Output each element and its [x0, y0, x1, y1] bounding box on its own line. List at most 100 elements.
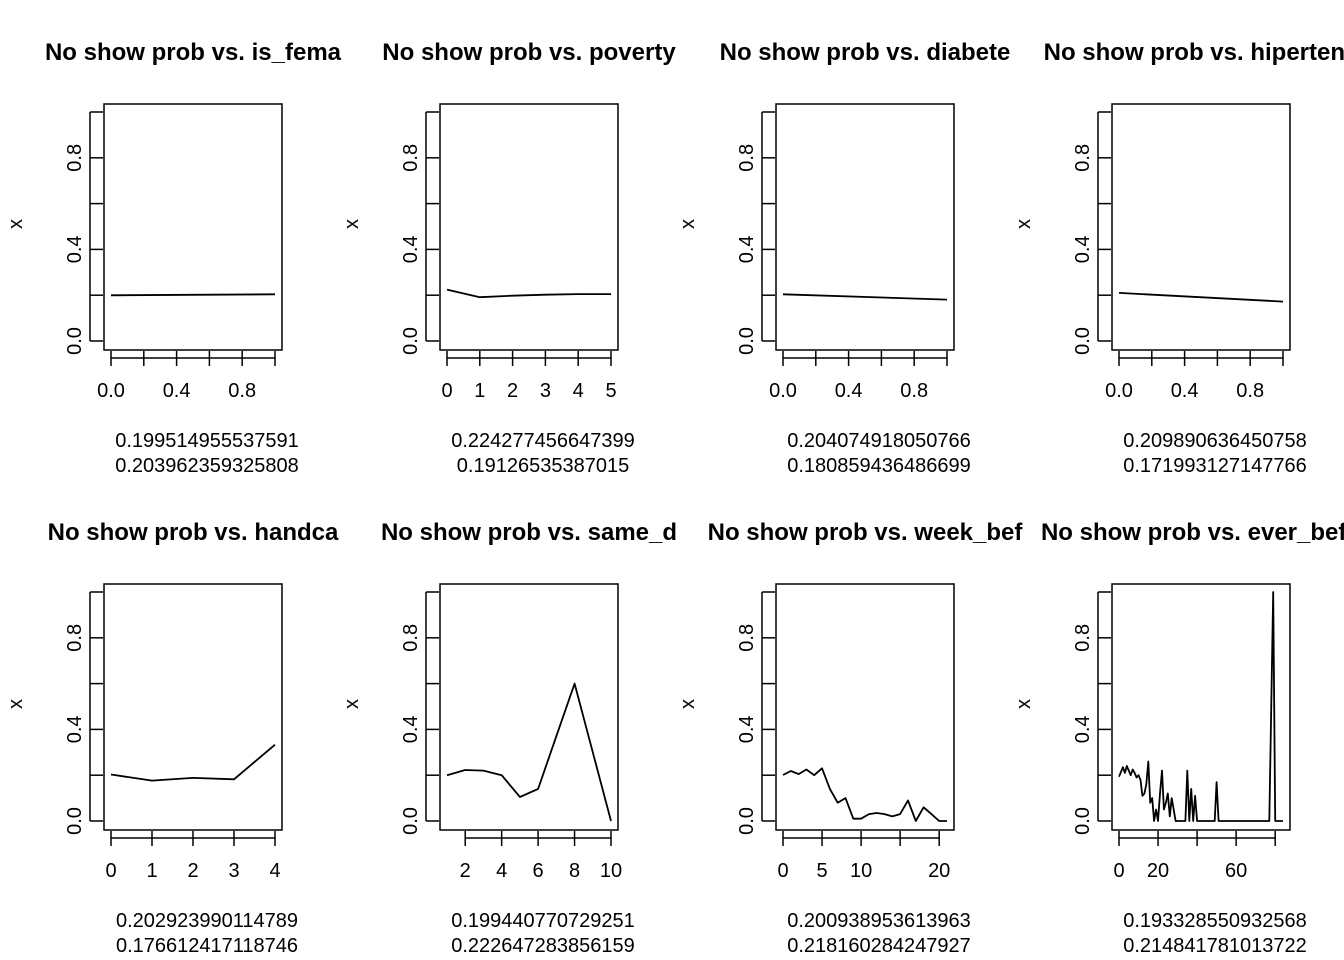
x-tick-label: 60 — [1225, 860, 1247, 882]
y-tick-label: 0.0 — [400, 327, 422, 355]
footer-value: 0.224277456647399 — [451, 430, 635, 452]
y-tick-label: 0.0 — [736, 807, 758, 835]
panel-3: No show prob vs. diabete 0.0 0.4 0.8 x 0.0 0.4… — [677, 39, 1010, 477]
y-axis-label: x — [5, 699, 27, 709]
series-line — [446, 682, 612, 822]
x-tick-label: 0.8 — [228, 380, 256, 402]
footer-value: 0.171993127147766 — [1123, 455, 1307, 477]
y-tick-label: 0.8 — [1072, 144, 1094, 172]
x-tick-label: 0 — [777, 860, 788, 882]
x-tick-label: 5 — [816, 860, 827, 882]
footer-value: 0.218160284247927 — [787, 935, 971, 957]
y-axis-label: x — [677, 699, 699, 709]
plot-frame — [775, 103, 955, 351]
series-line — [110, 293, 276, 297]
y-tick-label: 0.4 — [1072, 715, 1094, 743]
y-tick-label: 0.0 — [1072, 327, 1094, 355]
y-axis-label: x — [5, 219, 27, 229]
footer-value: 0.180859436486699 — [787, 455, 971, 477]
x-tick-label: 2 — [187, 860, 198, 882]
x-tick-label: 0 — [105, 860, 116, 882]
panel-4: No show prob vs. hipertens 0.0 0.4 0.8 x 0.0 0… — [1013, 39, 1344, 477]
footer-value: 0.209890636450758 — [1123, 430, 1307, 452]
y-tick-label: 0.8 — [736, 144, 758, 172]
y-axis-label: x — [677, 219, 699, 229]
plot-frame — [103, 103, 283, 351]
y-axis-label: x — [341, 219, 363, 229]
x-tick-label: 0 — [441, 380, 452, 402]
y-tick-label: 0.8 — [1072, 624, 1094, 652]
y-tick-label: 0.0 — [64, 807, 86, 835]
footer-value: 0.202923990114789 — [116, 910, 298, 932]
footer-value: 0.200938953613963 — [787, 910, 971, 932]
y-tick-label: 0.8 — [400, 624, 422, 652]
panel-title: No show prob vs. handca — [48, 519, 339, 546]
y-tick-label: 0.0 — [400, 807, 422, 835]
panel-2: No show prob vs. poverty 0.0 0.4 0.8 x 0 1 2 3 4 5… — [341, 39, 676, 477]
plot-frame — [439, 103, 619, 351]
panel-title: No show prob vs. diabete — [720, 39, 1011, 66]
x-tick-label: 1 — [146, 860, 157, 882]
footer-value: 0.214841781013722 — [1123, 935, 1307, 957]
x-tick-label: 0.4 — [835, 380, 863, 402]
y-axis-label: x — [1013, 699, 1035, 709]
x-tick-label: 10 — [850, 860, 872, 882]
plot-frame — [1111, 103, 1291, 351]
plot-frame — [103, 583, 283, 831]
y-tick-label: 0.0 — [1072, 807, 1094, 835]
footer-value: 0.193328550932568 — [1123, 910, 1307, 932]
x-tick-label: 0.8 — [900, 380, 928, 402]
x-tick-label: 0.0 — [769, 380, 797, 402]
y-tick-label: 0.4 — [64, 715, 86, 743]
footer-value: 0.204074918050766 — [787, 430, 971, 452]
x-tick-label: 3 — [540, 380, 551, 402]
x-tick-label: 3 — [228, 860, 239, 882]
panel-title: No show prob vs. same_d — [381, 519, 677, 546]
footer-value: 0.199514955537591 — [115, 430, 299, 452]
y-tick-label: 0.8 — [736, 624, 758, 652]
x-tick-label: 8 — [569, 860, 580, 882]
footer-value: 0.203962359325808 — [115, 455, 299, 477]
panel-title: No show prob vs. is_fema — [45, 39, 342, 66]
series-line — [1118, 591, 1283, 822]
y-tick-label: 0.4 — [736, 715, 758, 743]
footer-value: 0.19126535387015 — [457, 455, 629, 477]
x-tick-label: 0.4 — [1171, 380, 1199, 402]
plot-frame — [775, 583, 955, 831]
series-line — [110, 744, 276, 782]
x-tick-label: 0 — [1113, 860, 1124, 882]
panel-8: No show prob vs. ever_befo 0.0 0.4 0.8 x 0 20 6… — [1013, 519, 1344, 957]
x-tick-label: 20 — [1147, 860, 1169, 882]
panel-title: No show prob vs. week_bef — [708, 519, 1024, 546]
x-tick-label: 20 — [928, 860, 950, 882]
y-tick-label: 0.4 — [1072, 235, 1094, 263]
x-tick-label: 0.8 — [1236, 380, 1264, 402]
y-tick-label: 0.4 — [736, 235, 758, 263]
footer-value: 0.199440770729251 — [451, 910, 635, 932]
y-tick-label: 0.4 — [400, 715, 422, 743]
y-axis-label: x — [1013, 219, 1035, 229]
panel-title: No show prob vs. ever_befo — [1041, 519, 1344, 546]
series-line — [1118, 292, 1284, 303]
x-tick-label: 2 — [460, 860, 471, 882]
x-tick-label: 0.0 — [1105, 380, 1133, 402]
footer-value: 0.176612417118746 — [116, 935, 298, 957]
x-tick-label: 1 — [474, 380, 485, 402]
panel-5: No show prob vs. handca 0.0 0.4 0.8 x 0 1 2 3 4 0.… — [5, 519, 339, 957]
series-line — [782, 767, 947, 822]
plot-frame — [439, 583, 619, 831]
plot-frame — [1111, 583, 1291, 831]
x-tick-label: 0.0 — [97, 380, 125, 402]
x-tick-label: 10 — [600, 860, 622, 882]
x-tick-label: 5 — [605, 380, 616, 402]
panel-title: No show prob vs. poverty — [382, 39, 676, 66]
x-tick-label: 4 — [496, 860, 507, 882]
y-axis-label: x — [341, 699, 363, 709]
panel-1: No show prob vs. is_fema 0.0 0.4 0.8 x 0.0 0.4… — [5, 39, 342, 477]
panel-6: No show prob vs. same_d 0.0 0.4 0.8 x 2 4 6 8 10 0… — [341, 519, 677, 957]
y-tick-label: 0.4 — [400, 235, 422, 263]
series-line — [446, 288, 611, 299]
y-tick-label: 0.8 — [400, 144, 422, 172]
x-tick-label: 4 — [573, 380, 584, 402]
